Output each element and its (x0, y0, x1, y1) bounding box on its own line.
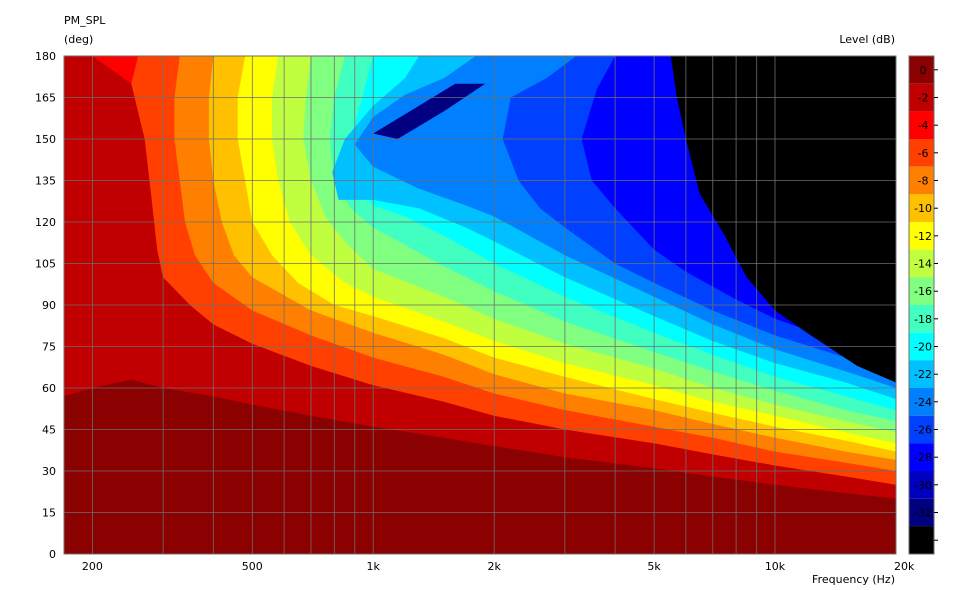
y-tick-label: 15 (42, 507, 56, 520)
y-tick-label: 90 (42, 299, 56, 312)
colorbar-frame (908, 55, 935, 555)
colorbar-tick-label: -12 (914, 230, 932, 243)
y-tick-label: 120 (35, 216, 56, 229)
colorbar-tick-label: -14 (914, 258, 932, 271)
y-tick-label: 0 (49, 548, 56, 561)
x-tick-label: 500 (242, 560, 263, 573)
chart-subtitle: (deg) (64, 33, 93, 46)
colorbar-band (909, 249, 934, 278)
colorbar-band (909, 194, 934, 222)
y-tick-label: 30 (42, 465, 56, 478)
null-region (670, 56, 896, 383)
plot-frame (63, 55, 897, 555)
colorbar-tick-label: -26 (914, 424, 932, 437)
colorbar-tick-label: -6 (918, 147, 929, 160)
colorbar-band (909, 415, 934, 444)
colorbar-tick-label: -24 (914, 396, 932, 409)
y-tick-label: 180 (35, 50, 56, 63)
x-tick-label: 10k (765, 560, 786, 573)
grid-lines (64, 56, 896, 554)
colorbar-label: Level (dB) (839, 33, 895, 46)
x-axis-label: Frequency (Hz) (812, 573, 895, 586)
colorbar-band (909, 388, 934, 416)
colorbar-tick-label: -22 (914, 368, 932, 381)
colorbar-band (909, 360, 934, 388)
colorbar-tick-label: 0 (920, 64, 927, 77)
colorbar-tick-label: -2 (918, 92, 929, 105)
chart-title: PM_SPL (64, 14, 106, 27)
colorbar-band (909, 111, 934, 139)
colorbar-band (909, 166, 934, 195)
colorbar-band (909, 498, 934, 527)
y-axis-ticks: 0 15 30 45 60 75 90 105 120 135 150 165 180 (35, 50, 56, 561)
colorbar-band (909, 471, 934, 499)
colorbar-tick-label: -18 (914, 313, 932, 326)
y-tick-label: 60 (42, 382, 56, 395)
y-tick-label: 105 (35, 258, 56, 271)
y-tick-label: 75 (42, 341, 56, 354)
x-tick-label: 5k (647, 560, 661, 573)
colorbar-tick-label: -8 (918, 175, 929, 188)
y-tick-label: 135 (35, 175, 56, 188)
x-tick-label: 20k (894, 560, 915, 573)
colorbar-band (909, 139, 934, 167)
x-tick-label: 200 (82, 560, 103, 573)
colorbar-tick-label: -30 (914, 479, 932, 492)
colorbar-tick-label: -10 (914, 202, 932, 215)
x-tick-label: 2k (488, 560, 502, 573)
colorbar-band (909, 56, 934, 84)
colorbar-band (909, 305, 934, 333)
x-axis-ticks: 200 500 1k 2k 5k 10k 20k (82, 560, 915, 573)
colorbar-tick-label: -20 (914, 341, 932, 354)
colorbar-tick-label: -34 (914, 534, 932, 547)
y-tick-label: 45 (42, 424, 56, 437)
colorbar: 0 -2 -4 -6 -8 -10 -12 -14 -16 -18 -20 -22 -24 -26 -28 -… (908, 55, 938, 555)
chart-title-group: PM_SPL (deg) Level (dB) Frequency (Hz) (64, 14, 895, 586)
y-tick-label: 150 (35, 133, 56, 146)
y-tick-label: 165 (35, 92, 56, 105)
colorbar-tick-label: -28 (914, 451, 932, 464)
colorbar-band (909, 526, 934, 554)
colorbar-band (909, 83, 934, 112)
colorbar-band (909, 222, 934, 250)
colorbar-tick-label: -4 (918, 119, 929, 132)
colorbar-tick-label: -32 (914, 507, 932, 520)
colorbar-band (909, 277, 934, 305)
colorbar-tick-label: -16 (914, 285, 932, 298)
colorbar-band (909, 332, 934, 361)
colorbar-band (909, 443, 934, 471)
x-tick-label: 1k (367, 560, 381, 573)
